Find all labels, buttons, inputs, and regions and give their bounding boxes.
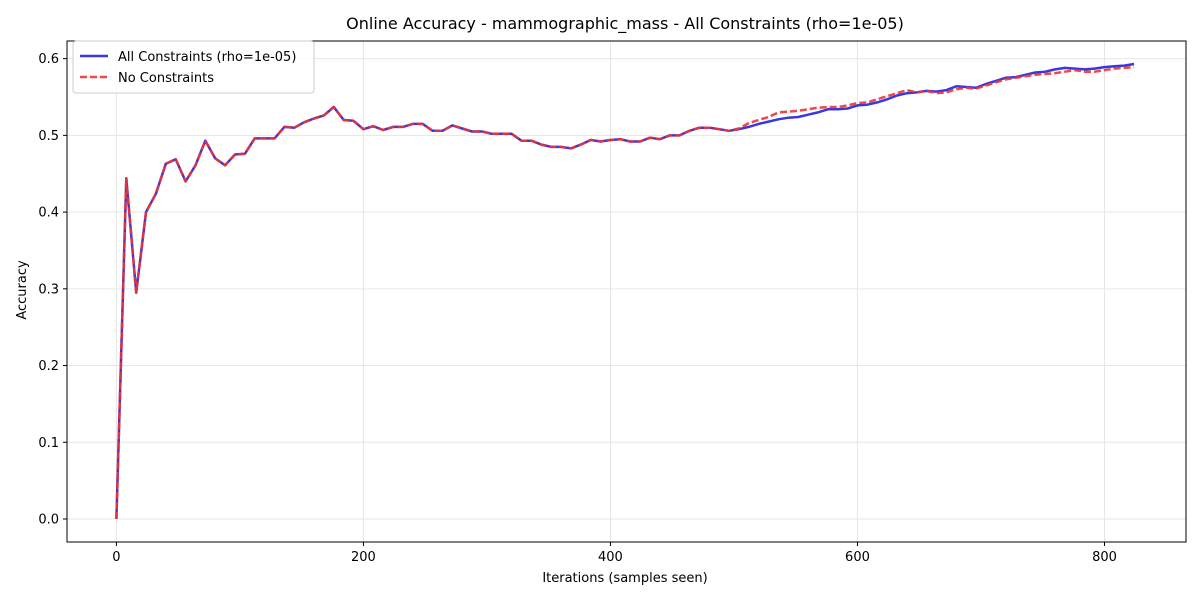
x-tick-label: 600	[845, 550, 870, 565]
legend-label-all-constraints: All Constraints (rho=1e-05)	[118, 50, 296, 65]
legend-label-no-constraints: No Constraints	[118, 71, 214, 86]
x-tick-label: 400	[598, 550, 623, 565]
plot-frame	[66, 40, 1187, 543]
y-tick-label: 0.5	[38, 129, 59, 144]
series-line-no-constraints	[115, 65, 1135, 520]
x-tick-label: 200	[351, 550, 376, 565]
x-axis-title: Iterations (samples seen)	[542, 571, 707, 586]
grid-lines	[67, 41, 1186, 542]
y-tick-label: 0.0	[38, 512, 59, 527]
y-tick-label: 0.2	[38, 359, 59, 374]
series-lines	[115, 62, 1135, 520]
y-tick-label: 0.1	[38, 436, 59, 451]
axis-ticks: 0 200 400 600 800 0.0 0.1 0.2 0.3 0.4 0.5 0.6	[38, 52, 1117, 565]
x-tick-label: 0	[112, 550, 120, 565]
chart-title: Online Accuracy - mammographic_mass - Al…	[346, 14, 904, 34]
x-tick-label: 800	[1092, 550, 1117, 565]
legend: All Constraints (rho=1e-05) No Constrain…	[72, 40, 315, 94]
y-tick-label: 0.4	[38, 206, 59, 221]
y-tick-label: 0.3	[38, 282, 59, 297]
legend-box	[72, 40, 315, 94]
y-axis-title: Accuracy	[15, 260, 30, 320]
y-tick-label: 0.6	[38, 52, 59, 67]
